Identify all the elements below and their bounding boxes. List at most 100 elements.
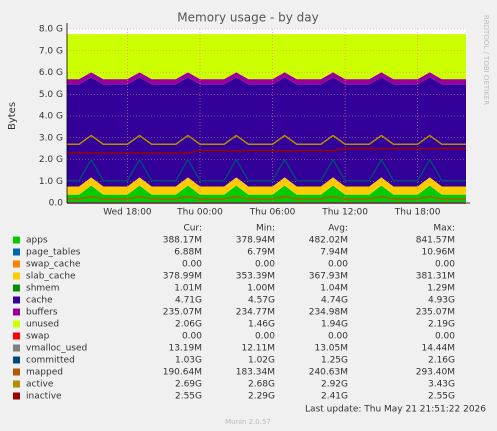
area — [67, 72, 466, 85]
legend-header: Cur: — [183, 224, 202, 234]
legend-avg: 1.94G — [321, 320, 348, 330]
x-tick-label: Wed 18:00 — [103, 208, 152, 218]
line — [67, 195, 466, 200]
y-tick-label: 0.0 — [49, 199, 64, 209]
legend-label: inactive — [26, 392, 62, 402]
legend-min: 4.57G — [248, 296, 275, 306]
legend-header: Avg: — [328, 224, 348, 234]
x-tick-label: Thu 18:00 — [394, 208, 441, 218]
legend-avg: 0.00 — [328, 332, 348, 342]
legend-label: shmem — [26, 284, 59, 294]
x-tick-label: Thu 12:00 — [321, 208, 368, 218]
legend-min: 2.68G — [248, 380, 275, 390]
legend-swatch — [13, 392, 20, 400]
version: Munin 2.0.57 — [225, 418, 271, 426]
legend-max: 14.44M — [421, 344, 455, 354]
legend-max: 2.55G — [428, 392, 455, 402]
legend-avg: 240.63M — [309, 368, 348, 378]
legend-max: 3.43G — [428, 380, 455, 390]
y-tick-label: 3.0 G — [39, 133, 63, 143]
legend-min: 0.00 — [255, 260, 275, 270]
legend-cur: 4.71G — [175, 296, 202, 306]
legend-cur: 13.19M — [168, 344, 202, 354]
legend-label: slab_cache — [26, 272, 76, 282]
legend-swatch — [13, 296, 20, 304]
legend-header: Min: — [256, 224, 275, 234]
legend-swatch — [13, 260, 20, 268]
line — [67, 157, 466, 182]
legend-label: committed — [26, 356, 75, 366]
legend-cur: 0.00 — [182, 260, 202, 270]
legend-min: 1.00M — [247, 284, 275, 294]
chart-title: Memory usage - by day — [177, 11, 318, 25]
side-text: RRDTOOL / TOBI OETIKER — [482, 15, 490, 105]
legend-swatch — [13, 320, 20, 328]
legend-avg: 1.25G — [321, 356, 348, 366]
y-tick-label: 6.0 G — [39, 68, 63, 78]
legend-max: 4.93G — [428, 296, 455, 306]
legend-swatch — [13, 356, 20, 364]
legend-label: swap_cache — [26, 260, 81, 270]
legend-label: buffers — [26, 308, 58, 318]
legend-min: 1.46G — [248, 320, 275, 330]
area — [67, 34, 466, 80]
legend-cur: 190.64M — [163, 368, 202, 378]
legend-swatch — [13, 332, 20, 340]
legend-swatch — [13, 308, 20, 316]
legend-avg: 4.74G — [321, 296, 348, 306]
legend-cur: 388.17M — [163, 236, 202, 246]
legend-avg: 7.94M — [320, 248, 348, 258]
legend-swatch — [13, 284, 20, 292]
legend-label: swap — [26, 332, 50, 342]
legend-label: page_tables — [26, 248, 81, 258]
area — [67, 177, 466, 195]
legend-header: Max: — [433, 224, 455, 234]
y-axis-label: Bytes — [7, 102, 18, 130]
y-tick-label: 5.0 G — [39, 90, 63, 100]
legend-avg: 2.41G — [321, 392, 348, 402]
legend-swatch — [13, 368, 20, 376]
legend-label: apps — [26, 236, 48, 246]
legend-avg: 2.92G — [321, 380, 348, 390]
legend-label: unused — [26, 320, 59, 330]
legend-swatch — [13, 272, 20, 280]
legend-min: 0.00 — [255, 332, 275, 342]
y-tick-label: 2.0 G — [39, 155, 63, 165]
legend-max: 0.00 — [435, 332, 455, 342]
legend-label: mapped — [26, 368, 63, 378]
legend-avg: 482.02M — [309, 236, 348, 246]
legend-avg: 1.04M — [320, 284, 348, 294]
legend-max: 0.00 — [435, 260, 455, 270]
footer: Last update: Thu May 21 21:51:22 2026 — [305, 405, 486, 415]
legend-cur: 2.55G — [175, 392, 202, 402]
legend-label: active — [26, 380, 54, 390]
legend-min: 1.02G — [248, 356, 275, 366]
legend-swatch — [13, 248, 20, 256]
y-tick-label: 1.0 G — [39, 177, 63, 187]
legend-min: 6.79M — [247, 248, 275, 258]
legend-min: 378.94M — [236, 236, 275, 246]
legend-cur: 2.06G — [175, 320, 202, 330]
line — [67, 134, 466, 146]
legend-max: 2.16G — [428, 356, 455, 366]
legend-min: 353.39M — [236, 272, 275, 282]
legend-swatch — [13, 236, 20, 244]
legend-max: 2.19G — [428, 320, 455, 330]
legend-max: 1.29M — [427, 284, 455, 294]
legend-min: 12.11M — [241, 344, 275, 354]
legend-min: 183.34M — [236, 368, 275, 378]
legend-max: 235.07M — [416, 308, 455, 318]
legend-avg: 0.00 — [328, 260, 348, 270]
legend-cur: 0.00 — [182, 332, 202, 342]
legend-swatch — [13, 380, 20, 388]
legend-cur: 235.07M — [163, 308, 202, 318]
y-tick-label: 7.0 G — [39, 46, 63, 56]
legend-cur: 1.03G — [175, 356, 202, 366]
legend-avg: 13.05M — [314, 344, 348, 354]
legend-avg: 234.98M — [309, 308, 348, 318]
legend-cur: 2.69G — [175, 380, 202, 390]
line — [67, 147, 466, 154]
y-tick-label: 4.0 G — [39, 112, 63, 122]
legend-max: 293.40M — [416, 368, 455, 378]
